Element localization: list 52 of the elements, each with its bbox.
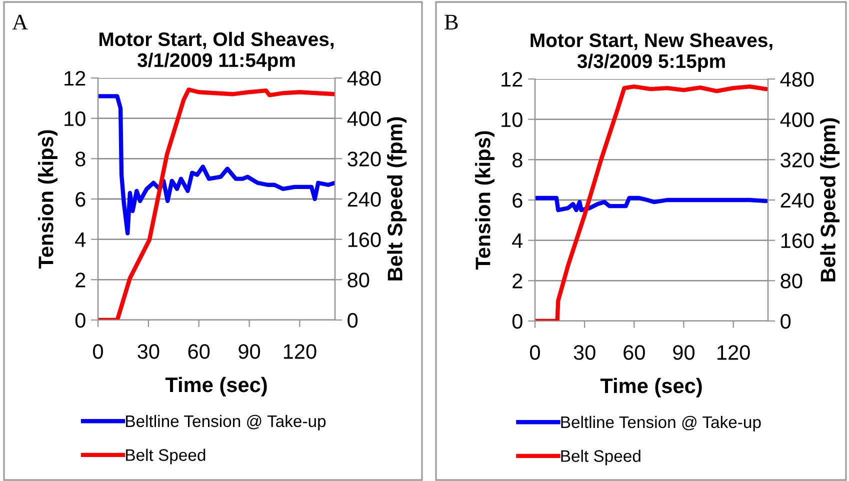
y2-tick-label: 400 [780, 112, 814, 128]
y-tick-label: 8 [512, 152, 522, 168]
x-tick-label: 120 [718, 345, 750, 360]
y2-tick-label: 240 [780, 193, 814, 208]
y2-tick-label: 80 [348, 272, 370, 288]
legend-label: Belt Speed [126, 448, 206, 464]
x-tick-label: 120 [284, 344, 316, 359]
y2-tick-label: 160 [781, 233, 814, 248]
y-tick-label: 2 [512, 274, 522, 288]
y-axis-title: Tension (kips) [38, 130, 58, 269]
x-tick-label: 90 [238, 344, 260, 359]
x-tick-label: 60 [188, 344, 210, 359]
legend-label: Beltline Tension @ Take-up [561, 416, 761, 432]
legend-label: Beltline Tension @ Take-up [126, 414, 326, 430]
y-tick-label: 2 [76, 272, 86, 288]
text: B [444, 14, 458, 30]
chart-title: Motor Start, Old Sheaves, 3/1/2009 11:54pm [99, 32, 334, 71]
y2-tick-label: 160 [348, 232, 381, 248]
y-tick-label: 4 [75, 232, 86, 247]
y2-axis-title: Belt Speed (fpm) [820, 118, 840, 282]
y2-tick-label: 240 [348, 192, 381, 207]
y-tick-label: 12 [502, 72, 522, 87]
x-tick-label: 60 [624, 345, 645, 360]
y-tick-label: 12 [64, 71, 86, 86]
y-tick-label: 10 [64, 111, 86, 126]
y-axis-title: Tension (kips) [475, 131, 494, 270]
y-tick-label: 0 [512, 314, 522, 329]
y2-tick-label: 400 [347, 111, 381, 126]
y-tick-label: 8 [76, 152, 86, 166]
y-tick-label: 6 [76, 192, 86, 207]
x-tick-label: 90 [673, 345, 694, 360]
y2-tick-label: 480 [780, 72, 814, 87]
x-tick-label: 30 [574, 345, 596, 360]
y2-tick-label: 320 [780, 152, 814, 168]
y-tick-label: 10 [502, 112, 522, 128]
x-axis-title: Time (sec) [165, 376, 267, 396]
legend-label: Belt Speed [561, 450, 640, 466]
x-tick-label: 30 [138, 344, 160, 359]
y-tick-label: 0 [75, 313, 86, 328]
y2-tick-label: 80 [780, 274, 802, 288]
text: A [12, 14, 28, 30]
y2-tick-label: 0 [348, 313, 358, 328]
y-tick-label: 4 [512, 234, 523, 248]
x-tick-label: 0 [93, 344, 103, 359]
x-axis-title: Time (sec) [600, 378, 702, 398]
y2-tick-label: 0 [780, 314, 791, 329]
y2-axis-title: Belt Speed (fpm) [387, 117, 407, 280]
y2-tick-label: 480 [347, 71, 381, 86]
y2-tick-label: 320 [348, 152, 381, 166]
x-tick-label: 0 [530, 345, 540, 360]
chart-title: Motor Start, New Sheaves, 3/3/2009 5:15pm [530, 32, 772, 72]
y-tick-label: 6 [512, 193, 522, 208]
